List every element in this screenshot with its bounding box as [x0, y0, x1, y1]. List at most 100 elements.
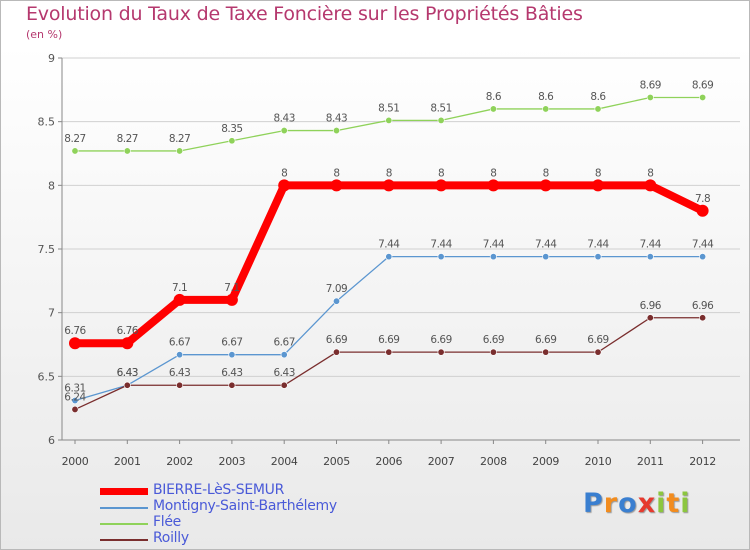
data-point: [437, 348, 445, 356]
legend-item-roilly[interactable]: Roilly: [100, 530, 400, 547]
data-point: [646, 253, 654, 261]
legend-item-flee[interactable]: Flée: [100, 514, 400, 531]
logo-letter: o: [618, 488, 638, 519]
data-point: [123, 381, 131, 389]
x-tick-label: 2002: [166, 455, 193, 468]
x-tick-label: 2008: [480, 455, 507, 468]
data-label: 6.24: [64, 391, 86, 403]
data-label: 6.69: [326, 334, 347, 346]
logo-letter: i: [656, 488, 667, 519]
data-label: 6.69: [430, 334, 451, 346]
data-point: [542, 348, 550, 356]
data-label: 8.6: [486, 91, 502, 103]
data-point: [71, 147, 79, 155]
y-tick-label: 6: [48, 434, 55, 447]
legend-label: Flée: [153, 514, 181, 530]
data-point: [489, 253, 497, 261]
data-point: [437, 116, 445, 124]
y-tick-label: 6.5: [38, 370, 56, 383]
data-point: [696, 204, 709, 217]
data-label: 8: [281, 167, 287, 179]
y-tick-label: 7: [48, 307, 55, 320]
data-label: 8.69: [640, 79, 661, 91]
data-point: [280, 127, 288, 135]
x-tick-label: 2000: [62, 455, 89, 468]
data-label: 8.27: [64, 133, 85, 145]
logo-letter: x: [637, 488, 657, 519]
data-label: 8: [386, 167, 392, 179]
data-point: [123, 147, 131, 155]
data-label: 7.1: [172, 282, 187, 294]
data-label: 7.44: [378, 239, 400, 251]
x-tick-label: 2011: [637, 455, 664, 468]
data-point: [228, 351, 236, 359]
data-point: [646, 314, 654, 322]
data-label: 8.51: [378, 102, 399, 114]
data-label: 6.43: [117, 367, 138, 379]
data-label: 7.44: [640, 239, 662, 251]
data-point: [699, 253, 707, 261]
data-point: [594, 105, 602, 113]
data-label: 7.44: [587, 239, 609, 251]
data-label: 8.43: [274, 113, 295, 125]
data-point: [332, 127, 340, 135]
data-point: [489, 348, 497, 356]
data-label: 8: [438, 167, 444, 179]
legend-item-bierre[interactable]: BIERRE-LèS-SEMUR: [100, 482, 400, 499]
data-point: [437, 253, 445, 261]
y-tick-label: 9: [48, 52, 55, 65]
data-label: 8: [543, 167, 549, 179]
data-label: 7.8: [695, 193, 710, 205]
y-tick-label: 7.5: [38, 243, 56, 256]
data-label: 8: [490, 167, 496, 179]
data-label: 6.67: [169, 337, 190, 349]
data-point: [176, 351, 184, 359]
logo-letter: P: [583, 488, 604, 519]
data-point: [542, 253, 550, 261]
data-label: 7.44: [692, 239, 714, 251]
legend-swatch-flee: [100, 523, 148, 525]
data-label: 6.69: [378, 334, 399, 346]
y-tick-label: 8: [48, 179, 55, 192]
data-label: 8: [333, 167, 339, 179]
data-point: [699, 314, 707, 322]
data-point: [71, 397, 79, 405]
legend-label: Montigny-Saint-Barthélemy: [153, 498, 337, 514]
data-point: [176, 381, 184, 389]
data-label: 6.76: [117, 325, 139, 337]
data-label: 8.69: [692, 79, 713, 91]
x-tick-label: 2010: [585, 455, 612, 468]
data-point: [542, 105, 550, 113]
x-tick-label: 2009: [532, 455, 559, 468]
series-line-0: [71, 181, 707, 348]
data-label: 6.43: [117, 367, 138, 379]
x-tick-label: 2005: [323, 455, 350, 468]
chart-title: Evolution du Taux de Taxe Foncière sur l…: [26, 3, 583, 25]
data-point: [330, 179, 343, 192]
data-label: 8.27: [169, 133, 190, 145]
data-point: [644, 179, 657, 192]
data-label: 7.44: [535, 239, 557, 251]
data-label: 6.43: [221, 367, 242, 379]
data-label: 6.69: [587, 334, 608, 346]
data-label: 6.69: [535, 334, 556, 346]
data-label: 7.44: [430, 239, 452, 251]
data-point: [385, 253, 393, 261]
data-label: 6.43: [169, 367, 190, 379]
data-point: [173, 293, 186, 306]
data-label: 8.6: [590, 91, 606, 103]
logo-letter: t: [666, 488, 681, 519]
data-point: [228, 381, 236, 389]
data-point: [382, 179, 395, 192]
data-point: [594, 348, 602, 356]
legend-label: Roilly: [153, 530, 189, 546]
data-label: 7.09: [326, 283, 347, 295]
legend-swatch-montigny: [100, 507, 148, 509]
data-point: [121, 337, 134, 350]
legend-item-montigny[interactable]: Montigny-Saint-Barthélemy: [100, 498, 400, 515]
x-tick-label: 2003: [219, 455, 246, 468]
legend-swatch-bierre: [100, 488, 148, 495]
data-label: 6.43: [274, 367, 295, 379]
